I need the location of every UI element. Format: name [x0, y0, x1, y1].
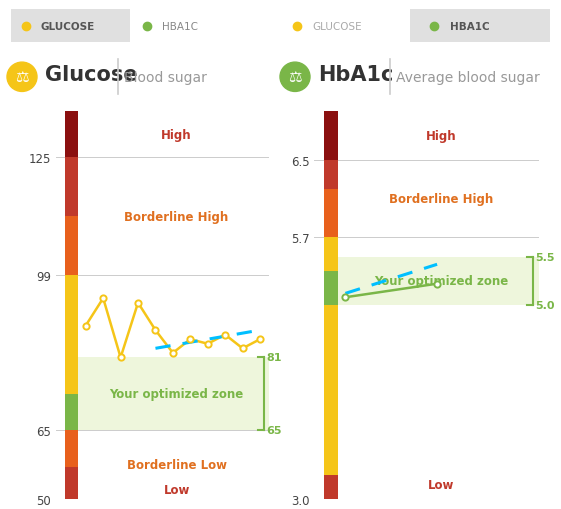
Bar: [324, 189, 338, 238]
Text: Borderline Low: Borderline Low: [127, 458, 227, 471]
Text: ⚖: ⚖: [288, 70, 302, 85]
Text: 81: 81: [266, 353, 282, 363]
Circle shape: [280, 63, 310, 92]
Text: HBA1C: HBA1C: [162, 22, 198, 32]
Text: GLUCOSE: GLUCOSE: [41, 22, 95, 32]
Bar: [66, 112, 79, 157]
Text: High: High: [161, 128, 192, 141]
Text: HBA1C: HBA1C: [450, 22, 490, 32]
Bar: [66, 431, 79, 467]
Bar: [66, 217, 79, 276]
Text: Your optimized zone: Your optimized zone: [374, 275, 508, 288]
Bar: [328, 257, 539, 305]
Text: Borderline High: Borderline High: [389, 192, 493, 206]
Text: High: High: [426, 130, 456, 143]
Bar: [324, 160, 338, 189]
Text: Low: Low: [428, 478, 454, 491]
Bar: [66, 394, 79, 431]
Bar: [66, 157, 79, 217]
Bar: [66, 467, 79, 499]
FancyBboxPatch shape: [11, 10, 130, 43]
Text: Low: Low: [163, 483, 190, 496]
Bar: [66, 276, 79, 394]
Bar: [324, 272, 338, 305]
FancyBboxPatch shape: [410, 10, 550, 43]
Bar: [324, 474, 338, 499]
Text: 65: 65: [266, 426, 282, 436]
Text: Glucose: Glucose: [45, 65, 137, 84]
Text: 5.5: 5.5: [536, 252, 555, 262]
Text: GLUCOSE: GLUCOSE: [313, 22, 362, 32]
Bar: [69, 358, 269, 431]
Text: Blood sugar: Blood sugar: [124, 71, 207, 84]
Text: Your optimized zone: Your optimized zone: [109, 388, 243, 401]
Bar: [324, 305, 338, 475]
Text: HbA1c: HbA1c: [318, 65, 393, 84]
Text: 5.0: 5.0: [536, 300, 555, 310]
Bar: [324, 112, 338, 160]
Text: ⚖: ⚖: [15, 70, 29, 85]
Text: Average blood sugar: Average blood sugar: [396, 71, 540, 84]
Bar: [324, 238, 338, 272]
Circle shape: [7, 63, 37, 92]
Text: Borderline High: Borderline High: [125, 210, 229, 223]
